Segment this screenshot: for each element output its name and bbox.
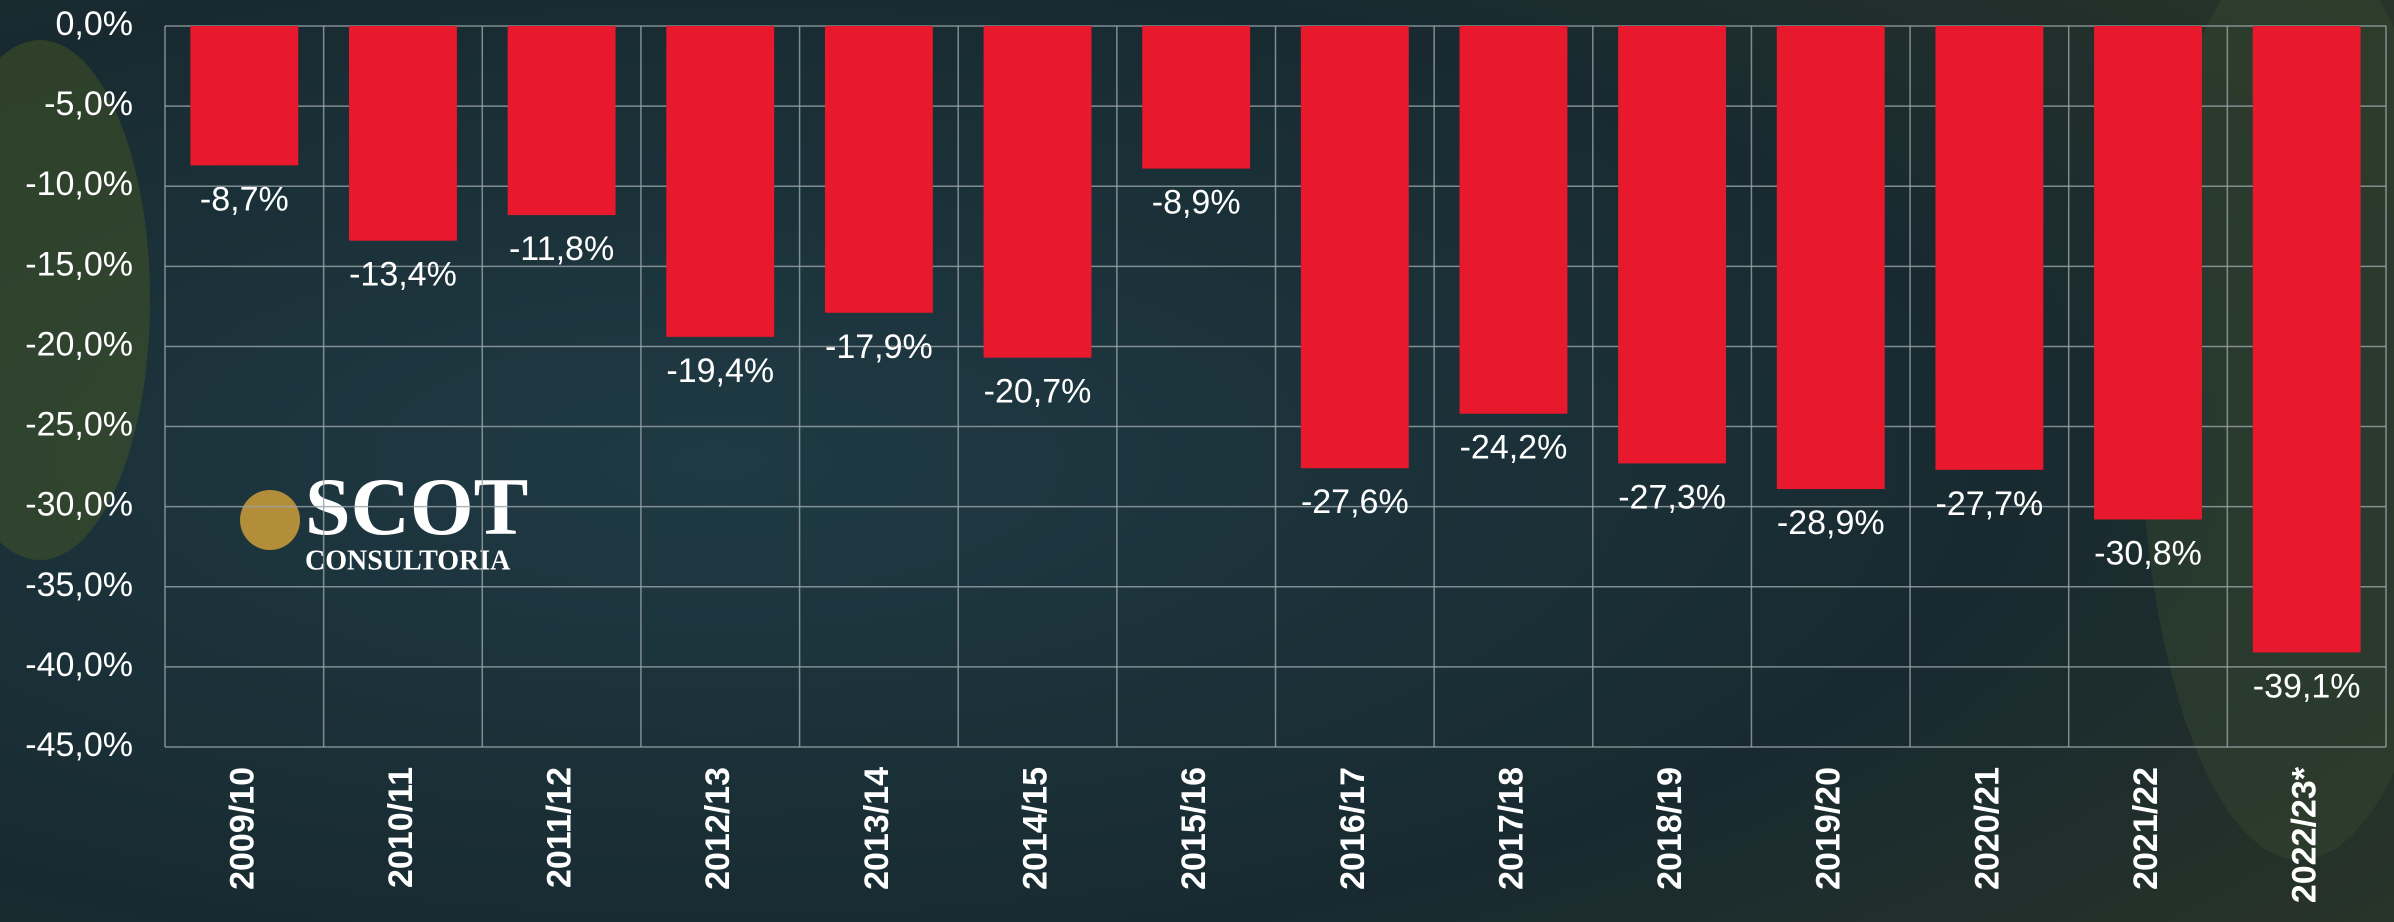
bar: [1301, 26, 1409, 468]
value-label: -19,4%: [666, 352, 774, 390]
bar: [190, 26, 298, 165]
bar: [2253, 26, 2361, 652]
y-tick-label: -35,0%: [25, 566, 133, 604]
bar: [984, 26, 1092, 358]
x-tick-label: 2022/23*: [2286, 766, 2324, 903]
y-tick-label: -10,0%: [25, 165, 133, 203]
bar: [2094, 26, 2202, 519]
value-label: -11,8%: [509, 230, 614, 268]
x-tick-label: 2017/18: [1492, 767, 1530, 890]
value-label: -28,9%: [1777, 504, 1885, 542]
y-tick-label: -45,0%: [25, 726, 133, 764]
bar: [825, 26, 933, 313]
bar: [1777, 26, 1885, 489]
x-tick-label: 2020/21: [1968, 767, 2006, 890]
x-tick-label: 2010/11: [382, 767, 420, 888]
x-tick-label: 2013/14: [858, 767, 896, 890]
value-label: -39,1%: [2253, 667, 2361, 705]
value-label: -13,4%: [349, 256, 457, 294]
y-tick-label: -15,0%: [25, 245, 133, 283]
y-tick-label: -5,0%: [44, 85, 133, 123]
x-tick-label: 2015/16: [1175, 767, 1213, 890]
bar: [508, 26, 616, 215]
x-tick-label: 2016/17: [1334, 767, 1372, 890]
x-tick-label: 2019/20: [1810, 767, 1848, 890]
logo-subtitle: CONSULTORIA: [305, 545, 511, 576]
value-label: -8,7%: [200, 180, 289, 218]
value-label: -20,7%: [984, 373, 1092, 411]
y-tick-label: -20,0%: [25, 325, 133, 363]
value-label: -17,9%: [825, 328, 933, 366]
x-tick-label: 2009/10: [223, 767, 261, 890]
y-tick-label: 0,0%: [56, 5, 134, 43]
page: SCOT CONSULTORIA 0,0%-5,0%-10,0%-15,0%-2…: [0, 0, 2394, 922]
value-label: -8,9%: [1152, 184, 1241, 222]
x-tick-label: 2012/13: [699, 767, 737, 890]
value-label: -27,7%: [1936, 485, 2044, 523]
value-label: -24,2%: [1460, 429, 1568, 467]
y-tick-label: -30,0%: [25, 486, 133, 524]
logo-icon: [240, 490, 300, 550]
x-tick-label: 2021/22: [2127, 767, 2165, 890]
y-tick-label: -25,0%: [25, 406, 133, 444]
value-label: -30,8%: [2094, 534, 2202, 572]
chart: SCOT CONSULTORIA 0,0%-5,0%-10,0%-15,0%-2…: [0, 0, 2394, 922]
value-label: -27,3%: [1618, 478, 1726, 516]
bar: [349, 26, 457, 241]
x-tick-label: 2014/15: [1017, 767, 1055, 890]
bar: [1142, 26, 1250, 169]
value-label: -27,6%: [1301, 483, 1409, 521]
bar: [1935, 26, 2043, 470]
bar: [1460, 26, 1568, 414]
y-tick-label: -40,0%: [25, 646, 133, 684]
x-tick-label: 2018/19: [1651, 767, 1689, 890]
x-tick-label: 2011/12: [541, 767, 579, 888]
bar: [1618, 26, 1726, 463]
bar: [666, 26, 774, 337]
